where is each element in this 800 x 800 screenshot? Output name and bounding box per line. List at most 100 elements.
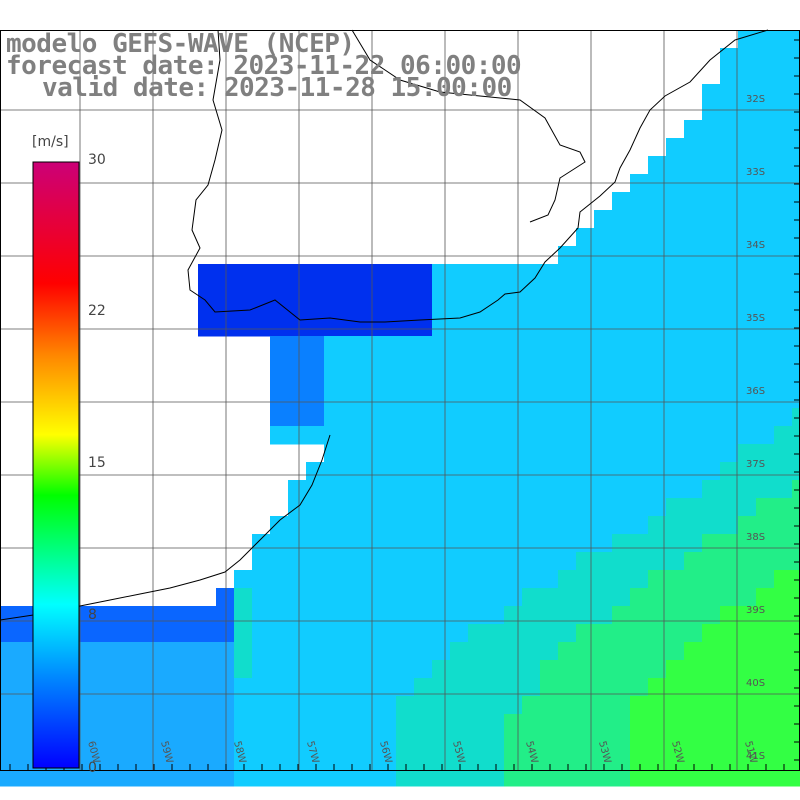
wind-cell: [684, 156, 703, 175]
wind-cell: [522, 732, 541, 751]
wind-cell: [414, 336, 433, 355]
wind-cell: [468, 534, 487, 553]
wind-cell: [774, 462, 793, 481]
wind-cell: [792, 48, 800, 67]
wind-cell: [198, 606, 217, 625]
wind-cell: [432, 768, 451, 787]
wind-cell: [756, 588, 775, 607]
wind-cell: [756, 606, 775, 625]
wind-cell: [792, 282, 800, 301]
wind-cell: [324, 300, 343, 319]
wind-cell: [648, 642, 667, 661]
wind-cell: [468, 696, 487, 715]
wind-cell: [414, 480, 433, 499]
wind-cell: [576, 408, 595, 427]
wind-cell: [162, 696, 181, 715]
wind-cell: [648, 228, 667, 247]
wind-cell: [666, 282, 685, 301]
wind-cell: [648, 606, 667, 625]
wind-cell: [594, 768, 613, 787]
wind-cell: [630, 534, 649, 553]
wind-cell: [612, 408, 631, 427]
wind-cell: [612, 660, 631, 679]
wind-cell: [180, 624, 199, 643]
wind-cell: [756, 552, 775, 571]
wind-cell: [270, 588, 289, 607]
wind-cell: [558, 300, 577, 319]
wind-cell: [522, 390, 541, 409]
wind-cell: [252, 264, 271, 283]
wind-cell: [306, 696, 325, 715]
wind-cell: [504, 372, 523, 391]
wind-cell: [684, 192, 703, 211]
wind-cell: [486, 642, 505, 661]
wind-cell: [540, 660, 559, 679]
wind-cell: [90, 714, 109, 733]
wind-cell: [558, 390, 577, 409]
wind-cell: [612, 462, 631, 481]
river-border: [351, 29, 586, 223]
wind-cell: [216, 588, 235, 607]
wind-cell: [504, 750, 523, 769]
wind-cell: [540, 750, 559, 769]
wind-cell: [522, 444, 541, 463]
wind-cell: [612, 606, 631, 625]
wind-cell: [612, 678, 631, 697]
wind-cell: [468, 714, 487, 733]
wind-cell: [702, 606, 721, 625]
wind-cell: [612, 444, 631, 463]
wind-cell: [468, 588, 487, 607]
wind-cell: [432, 678, 451, 697]
lat-label: 38S: [746, 532, 765, 543]
wind-cell: [756, 660, 775, 679]
wind-cell: [648, 588, 667, 607]
wind-cell: [234, 282, 253, 301]
wind-cell: [234, 264, 253, 283]
wind-cell: [558, 624, 577, 643]
wind-cell: [324, 444, 343, 463]
wind-cell: [792, 498, 800, 517]
wind-cell: [792, 300, 800, 319]
wind-cell: [648, 444, 667, 463]
wind-cell: [594, 534, 613, 553]
wind-cell: [594, 588, 613, 607]
wind-cell: [666, 210, 685, 229]
wind-cell: [738, 300, 757, 319]
wind-cell: [126, 606, 145, 625]
wind-cell: [432, 462, 451, 481]
wind-cell: [522, 282, 541, 301]
wind-cell: [540, 606, 559, 625]
wind-cell: [396, 480, 415, 499]
wind-cell: [468, 372, 487, 391]
wind-cell: [540, 696, 559, 715]
wind-cell: [270, 354, 289, 373]
wind-cell: [648, 336, 667, 355]
wind-cell: [252, 552, 271, 571]
wind-cell: [414, 282, 433, 301]
wind-cell: [504, 552, 523, 571]
wind-cell: [774, 300, 793, 319]
wind-cell: [756, 264, 775, 283]
wind-cell: [378, 588, 397, 607]
wind-cell: [234, 732, 253, 751]
wind-cell: [252, 750, 271, 769]
wind-cell: [576, 318, 595, 337]
wind-cell: [450, 318, 469, 337]
wind-cell: [684, 606, 703, 625]
wind-cell: [594, 390, 613, 409]
wind-cell: [648, 408, 667, 427]
wind-cell: [738, 678, 757, 697]
wind-cell: [162, 678, 181, 697]
wind-cell: [522, 696, 541, 715]
wind-cell: [378, 282, 397, 301]
wind-cell: [702, 264, 721, 283]
wind-cell: [342, 390, 361, 409]
wind-cell: [432, 552, 451, 571]
wind-cell: [594, 336, 613, 355]
wind-cell: [486, 498, 505, 517]
wind-cell: [306, 750, 325, 769]
wind-cell: [342, 750, 361, 769]
wind-cell: [558, 246, 577, 265]
wind-cell: [792, 318, 800, 337]
wind-cell: [36, 768, 55, 787]
